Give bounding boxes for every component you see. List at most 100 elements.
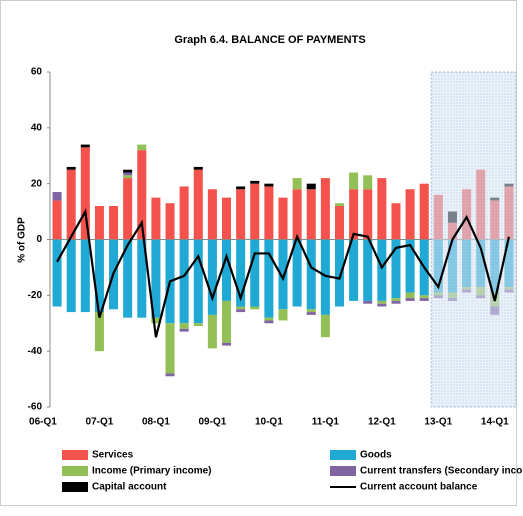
bar-segment (236, 309, 246, 313)
legend-swatch (330, 450, 356, 460)
bar-segment (236, 186, 246, 190)
bar-segment (405, 298, 415, 301)
bar-segment (363, 239, 373, 301)
bar-segment (94, 239, 104, 313)
bar-segment (377, 178, 387, 240)
bar-segment (278, 309, 288, 321)
x-tick-label: 08-Q1 (142, 417, 170, 428)
bar-segment (236, 239, 246, 307)
y-tick-label: 0 (36, 234, 42, 245)
bar-segment (405, 239, 415, 293)
x-tick-label: 13-Q1 (424, 417, 452, 428)
bar-segment (250, 180, 260, 184)
bar-segment (306, 189, 316, 240)
bar-segment (221, 239, 232, 301)
bar-segment (193, 169, 203, 240)
bar-segment (66, 169, 76, 240)
bar-segment (66, 166, 76, 170)
bar-segment (391, 203, 401, 240)
bar-segment (349, 172, 359, 190)
bar-segment (363, 175, 373, 190)
x-tick-label: 10-Q1 (255, 417, 283, 428)
bar-segment (391, 239, 401, 299)
bar-segment (123, 169, 133, 173)
legend-label: Capital account (92, 482, 167, 493)
bar-segment (264, 320, 274, 324)
legend-label: Current transfers (Secondary income) (360, 466, 523, 477)
bar-segment (137, 144, 147, 151)
bar-segment (320, 239, 330, 315)
bar-segment (278, 197, 288, 240)
bar-segment (264, 183, 274, 187)
legend-label: Income (Primary income) (92, 466, 211, 477)
bar-segment (306, 312, 316, 315)
bar-segment (391, 300, 401, 304)
bar-segment (363, 300, 373, 304)
bar-segment (52, 239, 62, 307)
y-tick-label: 40 (31, 122, 43, 133)
legend-label: Current account balance (360, 482, 478, 493)
bar-segment (165, 323, 175, 374)
bar-segment (207, 189, 217, 240)
x-tick-label: 09-Q1 (198, 417, 226, 428)
bar-segment (151, 197, 161, 240)
forecast-shade (430, 71, 517, 408)
bar-segment (306, 239, 316, 310)
bar-segment (66, 239, 76, 313)
bar-segment (334, 206, 345, 240)
bar-segment (306, 309, 316, 313)
bar-segment (405, 189, 415, 240)
bar-segment (80, 147, 90, 240)
legend-swatch (62, 482, 88, 492)
x-tick-label: 12-Q1 (368, 417, 396, 428)
bar-segment (306, 183, 316, 190)
bar-segment (250, 183, 260, 240)
x-tick-label: 14-Q1 (481, 417, 509, 428)
bar-segment (250, 306, 260, 310)
bar-segment (349, 239, 359, 301)
bar-segment (377, 303, 387, 307)
bar-segment (137, 239, 147, 318)
bar-segment (349, 189, 359, 240)
bar-segment (405, 292, 415, 299)
x-tick-label: 06-Q1 (29, 417, 57, 428)
x-tick-label: 07-Q1 (86, 417, 114, 428)
bar-segment (264, 317, 274, 321)
y-tick-label: -20 (28, 290, 43, 301)
bar-segment (137, 150, 147, 240)
y-tick-label: 60 (31, 67, 43, 78)
bar-segment (377, 239, 387, 301)
bar-segment (207, 239, 217, 315)
bar-segment (419, 295, 429, 299)
bar-segment (278, 239, 288, 310)
bar-segment (264, 186, 274, 240)
legend-swatch (330, 466, 356, 476)
bar-segment (179, 186, 189, 240)
x-tick-label: 11-Q1 (312, 417, 340, 428)
y-tick-label: -40 (28, 346, 43, 357)
bar-segment (179, 323, 189, 329)
bar-segment (292, 178, 302, 190)
bar-segment (94, 206, 104, 240)
bar-segment (151, 239, 161, 318)
bar-segment (123, 239, 133, 318)
balance-line (56, 208, 511, 338)
bar-segment (391, 298, 401, 301)
legend-swatch (62, 450, 88, 460)
bar-segment (123, 175, 133, 179)
bar-segment (109, 206, 119, 240)
bar-segment (419, 183, 429, 240)
bar-segment (377, 300, 387, 304)
bar-segment (236, 306, 246, 310)
bar-segment (320, 178, 330, 240)
bar-segment (80, 239, 90, 313)
bar-segment (292, 189, 302, 240)
bar-segment (193, 323, 203, 327)
bar-segment (250, 239, 260, 307)
legend-label: Goods (360, 450, 392, 461)
y-axis-label: % of GDP (17, 217, 28, 263)
bar-segment (94, 312, 104, 352)
legend-swatch (62, 466, 88, 476)
bar-segment (165, 203, 175, 240)
